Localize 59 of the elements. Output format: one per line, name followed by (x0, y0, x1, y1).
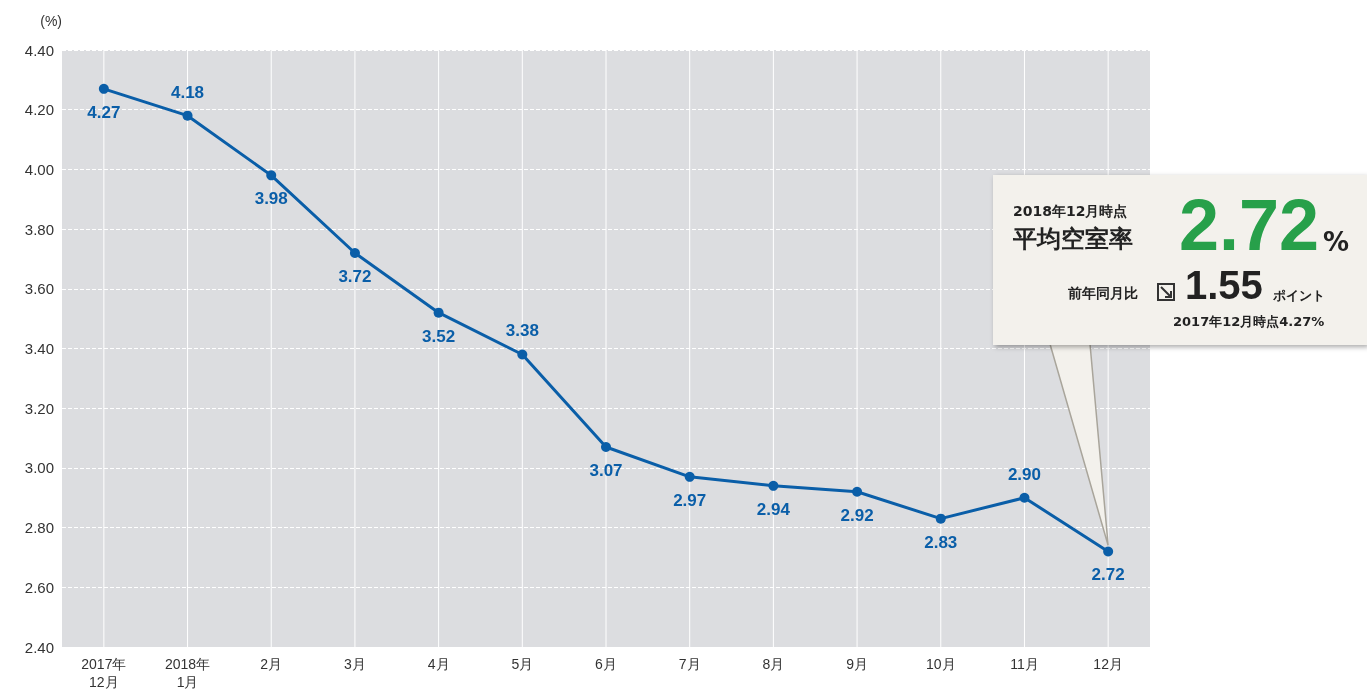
x-tick-label: 11月 (1010, 656, 1039, 672)
point (1103, 546, 1114, 557)
x-tick-label: 4月 (427, 656, 450, 672)
text: % (1323, 227, 1350, 257)
y-tick-label: 3.00 (24, 459, 54, 477)
point (935, 513, 946, 524)
y-tick-label: 3.40 (24, 340, 54, 357)
annotation: 前年同月比 (1068, 285, 1138, 303)
x-tick-label: 3月 (344, 656, 366, 672)
x-tick-label: 10月 (925, 656, 956, 672)
annotation: 2018年12月時点 (1013, 203, 1128, 221)
point (1019, 492, 1030, 503)
text: 4.27 (87, 102, 121, 122)
point (768, 480, 779, 491)
text: 1.55 (1185, 263, 1263, 307)
x-tick-label: 9月 (846, 656, 868, 672)
text: 3.52 (422, 326, 456, 346)
point (517, 349, 528, 360)
point (852, 486, 863, 497)
y-tick-label: 2.80 (24, 519, 54, 537)
annotation: 2.72 (1091, 565, 1125, 585)
y-tick-label: 4.00 (24, 160, 54, 178)
x-tick-label: 2017年 12月 (81, 656, 127, 690)
text: 3.98 (254, 189, 288, 209)
point (98, 83, 109, 94)
x-tick-label: 2018年 1月 (164, 656, 211, 690)
x-tick-label: 5月 (511, 656, 534, 672)
text: 2.97 (673, 490, 707, 510)
y-tick-label: 3.20 (24, 399, 54, 417)
y-tick-label: 3.60 (24, 280, 54, 298)
text: 4.18 (170, 82, 205, 102)
y-tick-label: 4.20 (24, 101, 54, 119)
point (433, 307, 444, 318)
x-tick-label: 8月 (762, 656, 785, 672)
point (601, 442, 611, 452)
text: 2017年12月時点4.27% (1173, 313, 1325, 331)
y-axis-title: (%) (40, 13, 62, 29)
y-tick-label: 2.60 (24, 578, 54, 596)
y-tick-label: 2.40 (24, 638, 54, 656)
point (684, 471, 695, 482)
point (266, 170, 277, 181)
text: 2.92 (840, 505, 874, 525)
x-tick-label: 7月 (678, 656, 701, 672)
text: 2.90 (1007, 464, 1042, 484)
y-tick-label: 3.80 (24, 220, 54, 238)
x-tick-label: 6月 (595, 656, 617, 672)
annotation: 平均空室率 (1013, 224, 1133, 255)
y-tick-label: 4.40 (24, 41, 54, 59)
point (182, 110, 193, 121)
x-tick-label: 12月 (1093, 656, 1123, 672)
point (349, 247, 360, 258)
text: 2.83 (924, 532, 958, 552)
text: ポイント (1273, 287, 1325, 305)
text: 2.72 (1179, 185, 1320, 265)
text: 3.72 (338, 266, 372, 286)
x-tick-label: 2月 (260, 656, 283, 672)
text: 2.94 (756, 499, 790, 519)
text: 3.07 (589, 461, 623, 481)
text: 3.38 (505, 321, 539, 341)
